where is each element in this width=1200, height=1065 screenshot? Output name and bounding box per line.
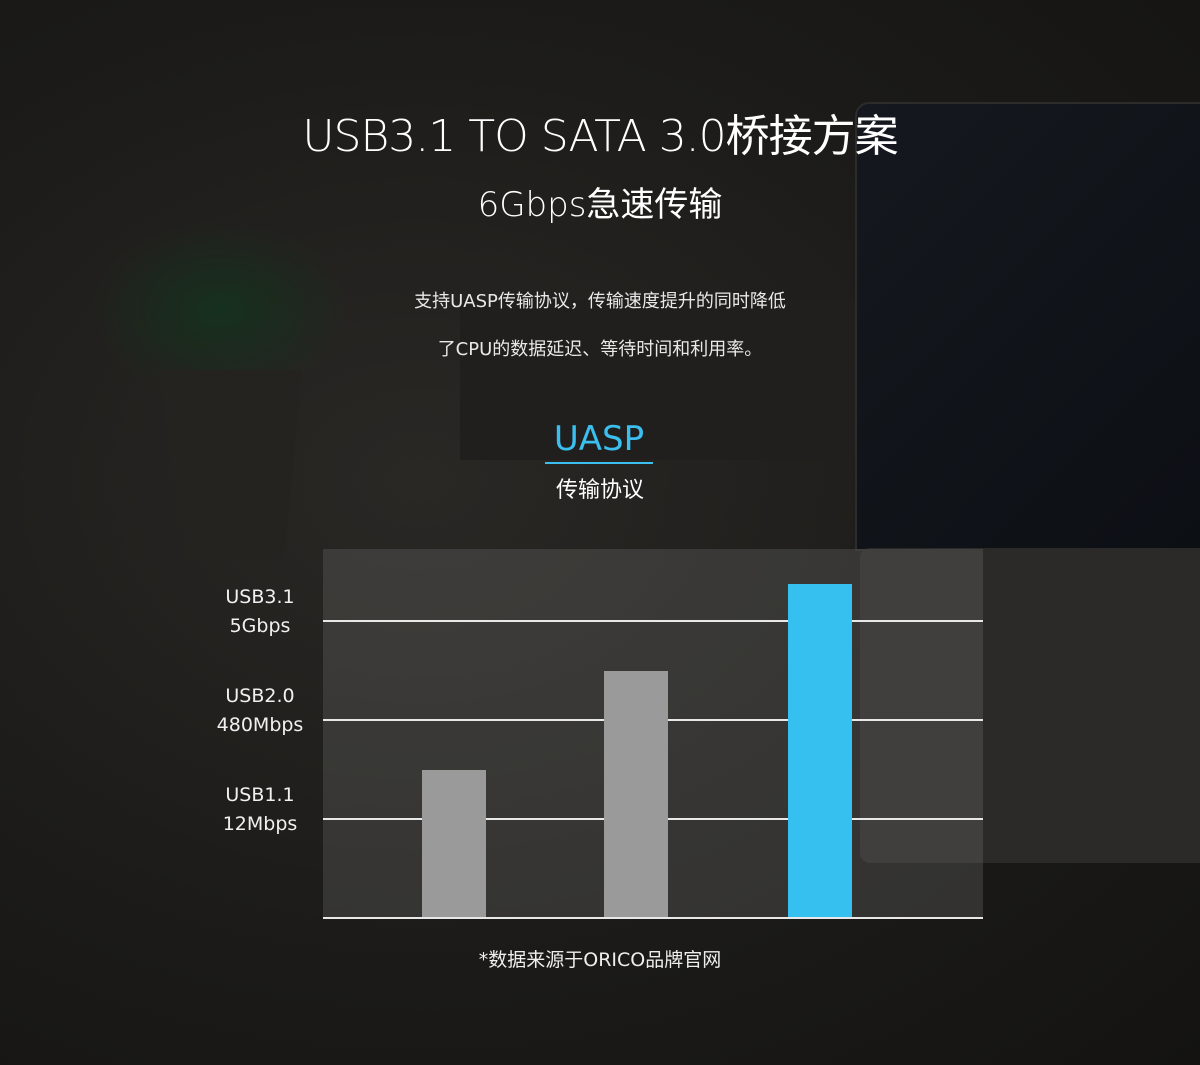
bar-1 (422, 769, 486, 918)
x-axis-baseline (323, 917, 983, 919)
y-tick-label-line1: USB3.1 (225, 586, 295, 609)
y-tick-label: USB3.1 5Gbps (200, 583, 320, 641)
y-tick-label: USB2.0 480Mbps (200, 682, 320, 740)
y-tick-label-line1: USB1.1 (225, 784, 295, 807)
bar-3 (788, 583, 852, 918)
page-subtitle: 6Gbps急速传输 (477, 185, 723, 225)
footnote: *数据来源于ORICO品牌官网 (478, 949, 722, 971)
y-tick-label-line2: 12Mbps (222, 813, 298, 836)
books-decoration (460, 300, 860, 460)
description-line-2: 了CPU的数据延迟、等待时间和利用率。 (437, 339, 763, 360)
y-tick-label: USB1.1 12Mbps (200, 781, 320, 839)
uasp-caption: 传输协议 (555, 478, 644, 503)
y-tick-label-line2: 5Gbps (229, 615, 291, 638)
gridline (323, 620, 983, 623)
page-title: USB3.1 TO SATA 3.0桥接方案 (302, 111, 898, 162)
pot-decoration (158, 370, 302, 560)
laptop-keyboard-decoration (860, 548, 1200, 863)
uasp-badge: UASP (545, 418, 653, 464)
y-tick-label-line1: USB2.0 (225, 685, 295, 708)
bar-2 (604, 670, 668, 918)
y-tick-label-line2: 480Mbps (216, 714, 304, 737)
description-line-1: 支持UASP传输协议，传输速度提升的同时降低 (414, 291, 786, 312)
